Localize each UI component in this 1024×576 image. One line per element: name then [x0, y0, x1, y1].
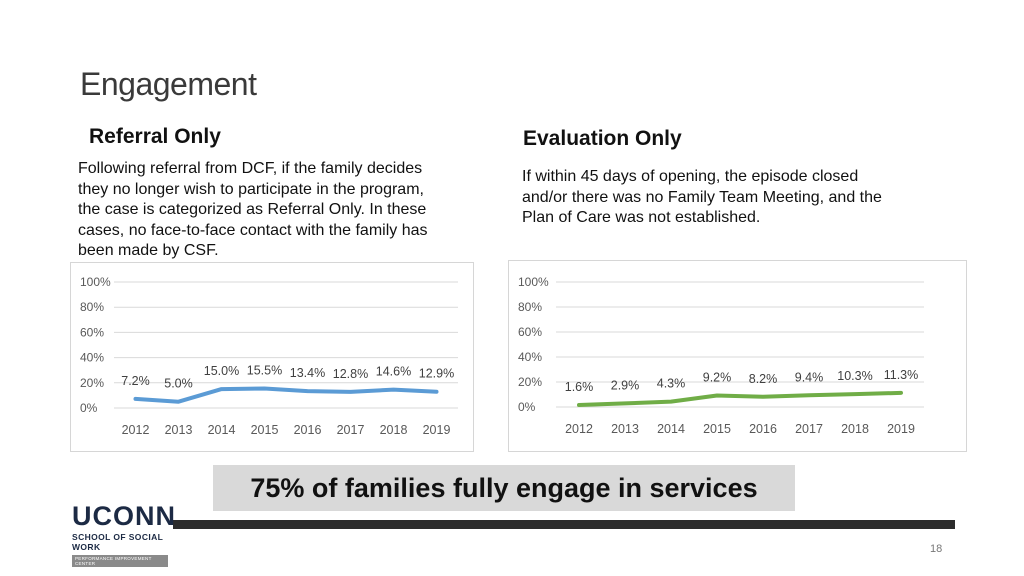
referral-only-description: Following referral from DCF, if the fami… — [78, 159, 428, 262]
data-label: 9.4% — [795, 370, 824, 384]
y-tick-label: 60% — [80, 325, 104, 339]
x-tick-label: 2016 — [749, 422, 777, 436]
x-tick-label: 2015 — [703, 422, 731, 436]
description-line: If within 45 days of opening, the episod… — [522, 168, 859, 185]
data-label: 12.8% — [333, 367, 368, 381]
logo-subtitle: SCHOOL OF SOCIAL WORK — [72, 532, 164, 552]
logo-tagline: PERFORMANCE IMPROVEMENT CENTER — [72, 555, 168, 567]
x-tick-label: 2017 — [337, 423, 365, 437]
description-line: been made by CSF. — [78, 242, 219, 259]
x-tick-label: 2012 — [122, 423, 150, 437]
x-tick-label: 2012 — [565, 422, 593, 436]
x-tick-label: 2013 — [611, 422, 639, 436]
x-tick-label: 2017 — [795, 422, 823, 436]
x-tick-label: 2019 — [887, 422, 915, 436]
series-line — [577, 390, 903, 407]
referral-only-chart: 0% 20% 40% 60% 80% 100% 2012 2013 2014 2015 2016 20… — [70, 262, 474, 452]
evaluation-only-heading: Evaluation Only — [523, 127, 682, 150]
y-tick-label: 100% — [518, 275, 549, 289]
y-tick-label: 60% — [518, 325, 542, 339]
description-line: Following referral from DCF, if the fami… — [78, 160, 423, 177]
referral-only-line-chart: 0% 20% 40% 60% 80% 100% 2012 2013 2014 2015 2016 20… — [80, 275, 458, 437]
engagement-banner: 75% of families fully engage in services — [213, 465, 795, 511]
y-tick-label: 20% — [518, 375, 542, 389]
data-label: 4.3% — [657, 377, 686, 391]
evaluation-only-description: If within 45 days of opening, the episod… — [522, 167, 882, 229]
data-label: 15.0% — [204, 364, 239, 378]
series-line — [133, 386, 439, 404]
footer-divider — [173, 520, 955, 529]
data-label: 15.5% — [247, 363, 282, 377]
y-tick-label: 0% — [518, 400, 536, 414]
slide-title: Engagement — [80, 66, 257, 102]
description-line: Plan of Care was not established. — [522, 209, 761, 226]
x-tick-label: 2016 — [294, 423, 322, 437]
y-tick-label: 100% — [80, 275, 111, 289]
x-tick-label: 2018 — [841, 422, 869, 436]
data-label: 8.2% — [749, 372, 778, 386]
data-label: 1.6% — [565, 380, 594, 394]
data-label: 7.2% — [121, 374, 150, 388]
evaluation-only-chart: 0% 20% 40% 60% 80% 100% 2012 2013 2014 2015 2016 20… — [508, 260, 967, 452]
evaluation-only-line-chart: 0% 20% 40% 60% 80% 100% 2012 2013 2014 2015 2016 20… — [518, 275, 924, 436]
x-tick-label: 2014 — [657, 422, 685, 436]
data-label: 14.6% — [376, 365, 411, 379]
page-number: 18 — [930, 543, 943, 555]
uconn-logo: UCONN SCHOOL OF SOCIAL WORK PERFORMANCE … — [72, 501, 176, 567]
x-tick-label: 2019 — [423, 423, 451, 437]
description-line: cases, no face-to-face contact with the … — [78, 221, 428, 239]
data-label: 2.9% — [611, 378, 640, 392]
x-tick-label: 2015 — [251, 423, 279, 437]
y-tick-label: 20% — [80, 376, 104, 390]
y-tick-label: 40% — [518, 350, 542, 364]
data-label: 13.4% — [290, 366, 325, 380]
x-tick-label: 2018 — [380, 423, 408, 437]
description-line: they no longer wish to participate in th… — [78, 180, 424, 198]
x-tick-label: 2014 — [208, 423, 236, 437]
y-tick-label: 0% — [80, 401, 98, 415]
description-line: the case is categorized as Referral Only… — [78, 201, 427, 218]
data-label: 5.0% — [164, 377, 193, 391]
description-line: and/or there was no Family Team Meeting,… — [522, 188, 882, 206]
y-tick-label: 40% — [80, 351, 104, 365]
logo-wordmark: UCONN — [72, 501, 176, 531]
referral-only-heading: Referral Only — [89, 125, 221, 148]
y-tick-label: 80% — [518, 300, 542, 314]
y-tick-label: 80% — [80, 300, 104, 314]
data-label: 12.9% — [419, 367, 454, 381]
x-tick-label: 2013 — [165, 423, 193, 437]
data-label: 11.3% — [884, 368, 919, 382]
data-label: 9.2% — [703, 371, 732, 385]
data-label: 10.3% — [837, 369, 872, 383]
